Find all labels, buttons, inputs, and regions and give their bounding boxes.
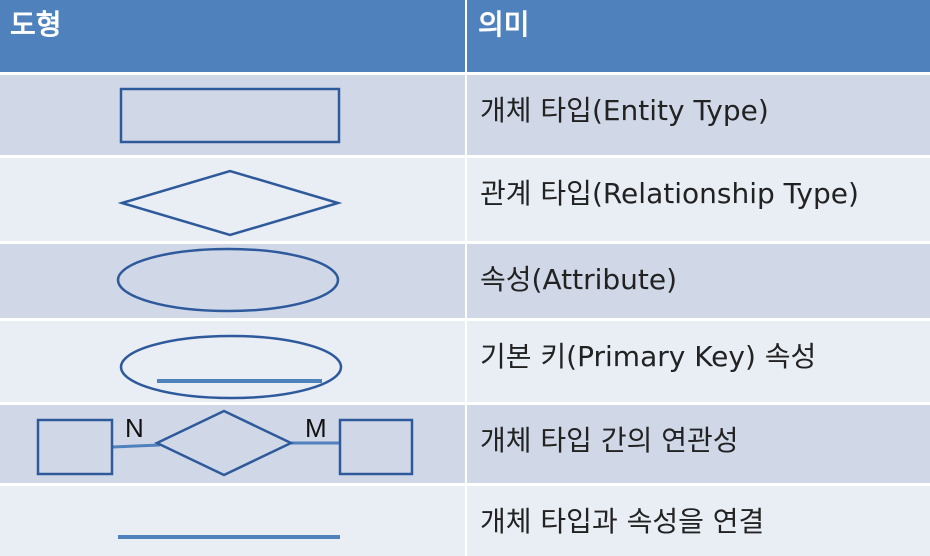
underlined-ellipse-icon [119,334,343,400]
meaning-cell: 속성(Attribute) [480,263,678,296]
line-icon [118,535,340,539]
entity-relationship-icon: N M [36,409,414,477]
diamond-icon [117,169,343,237]
meaning-cell: 개체 타입(Entity Type) [480,94,769,127]
cardinality-n-label: N [125,413,144,443]
meaning-column-header: 의미 [478,8,530,41]
rectangle-icon [119,87,341,144]
cardinality-m-label: M [305,413,327,443]
meaning-cell: 개체 타입과 속성을 연결 [480,505,765,538]
meaning-cell: 관계 타입(Relationship Type) [480,177,859,210]
ellipse-icon [116,247,340,313]
column-divider [465,0,467,556]
shape-column-header: 도형 [10,8,62,41]
meaning-cell: 개체 타입 간의 연관성 [480,424,739,457]
meaning-cell: 기본 키(Primary Key) 속성 [480,340,817,373]
